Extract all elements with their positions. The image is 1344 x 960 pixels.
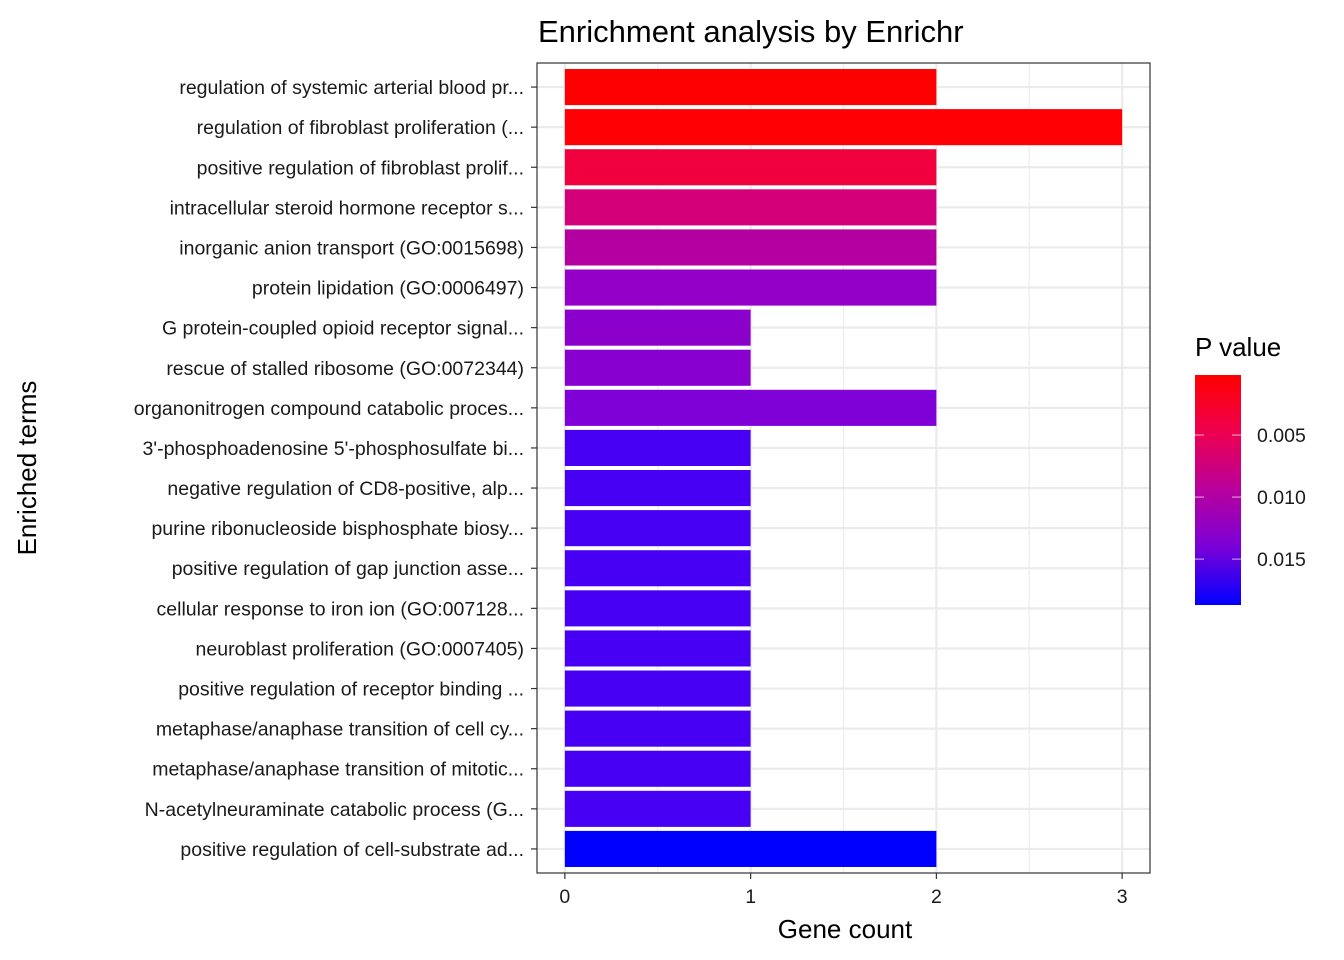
bar — [564, 790, 751, 827]
y-tick-label: neuroblast proliferation (GO:0007405) — [196, 638, 524, 660]
y-tick-label: G protein-coupled opioid receptor signal… — [162, 318, 524, 340]
bar — [564, 189, 937, 226]
bar — [564, 630, 751, 667]
y-tick-label: positive regulation of fibroblast prolif… — [197, 157, 524, 179]
x-tick-label: 0 — [559, 886, 570, 908]
bar — [564, 470, 751, 507]
legend: P value 0.005 0.010 0.015 — [1195, 332, 1306, 605]
y-tick-label: N-acetylneuraminate catabolic process (G… — [145, 799, 524, 821]
y-tick-label: positive regulation of gap junction asse… — [172, 558, 524, 580]
y-tick-label: purine ribonucleoside bisphosphate biosy… — [151, 518, 524, 540]
y-tick-label: organonitrogen compound catabolic proces… — [134, 398, 524, 420]
bar — [564, 670, 751, 707]
y-tick-label: 3'-phosphoadenosine 5'-phosphosulfate bi… — [143, 438, 524, 460]
bars — [564, 69, 1123, 867]
bar — [564, 69, 937, 106]
bar — [564, 510, 751, 547]
y-tick-label: regulation of fibroblast proliferation (… — [197, 117, 524, 139]
bar — [564, 109, 1123, 146]
bar — [564, 269, 937, 306]
x-tick-label: 1 — [745, 886, 756, 908]
y-axis: regulation of systemic arterial blood pr… — [134, 77, 537, 861]
bar — [564, 149, 937, 186]
x-tick-label: 2 — [931, 886, 942, 908]
bar — [564, 830, 937, 867]
y-axis-title: Enriched terms — [12, 381, 42, 556]
y-tick-label: inorganic anion transport (GO:0015698) — [179, 237, 524, 259]
y-tick-label: metaphase/anaphase transition of cell cy… — [156, 719, 524, 741]
y-tick-label: protein lipidation (GO:0006497) — [252, 278, 524, 300]
y-tick-label: rescue of stalled ribosome (GO:0072344) — [166, 358, 524, 380]
bar — [564, 389, 937, 426]
bar — [564, 349, 751, 386]
legend-tick-label: 0.010 — [1257, 487, 1306, 509]
x-axis-title: Gene count — [778, 914, 913, 944]
y-tick-label: cellular response to iron ion (GO:007128… — [157, 598, 524, 620]
x-axis: 0 1 2 3 — [559, 873, 1128, 908]
panel-border — [536, 62, 1151, 874]
bar — [564, 550, 751, 587]
x-tick-label: 3 — [1117, 886, 1128, 908]
legend-colorbar — [1195, 375, 1241, 605]
y-tick-label: regulation of systemic arterial blood pr… — [179, 77, 524, 99]
bar — [564, 229, 937, 266]
bar — [564, 590, 751, 627]
y-tick-label: positive regulation of receptor binding … — [178, 679, 524, 701]
y-tick-label: positive regulation of cell-substrate ad… — [180, 839, 524, 861]
chart-title: Enrichment analysis by Enrichr — [538, 14, 964, 49]
bar — [564, 750, 751, 787]
bar — [564, 309, 751, 346]
bar — [564, 429, 751, 466]
legend-tick-label: 0.005 — [1257, 425, 1306, 447]
legend-tick-label: 0.015 — [1257, 549, 1306, 571]
y-tick-label: metaphase/anaphase transition of mitotic… — [152, 759, 524, 781]
y-tick-label: intracellular steroid hormone receptor s… — [170, 197, 524, 219]
bar — [564, 710, 751, 747]
y-tick-label: negative regulation of CD8-positive, alp… — [167, 478, 524, 500]
legend-title: P value — [1195, 332, 1281, 362]
